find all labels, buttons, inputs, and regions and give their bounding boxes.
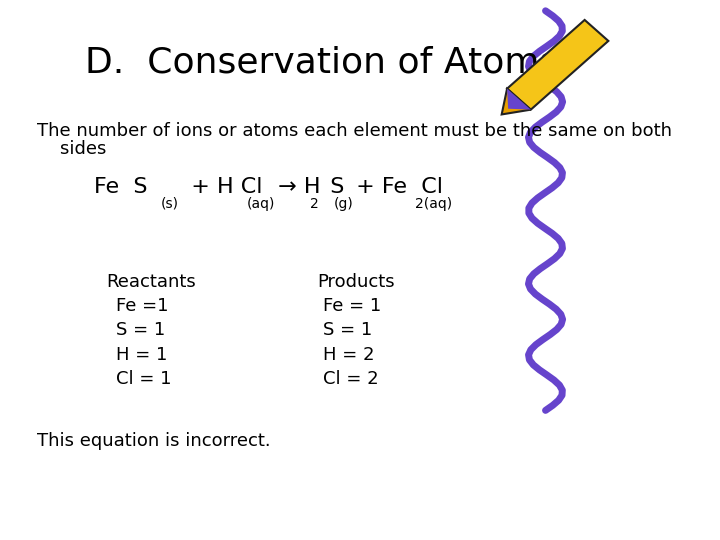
Text: Cl = 2: Cl = 2 (323, 370, 379, 388)
Text: S = 1: S = 1 (116, 321, 165, 339)
Text: → H: → H (271, 177, 320, 197)
Text: (aq): (aq) (247, 197, 275, 211)
Text: H = 2: H = 2 (323, 346, 374, 363)
Text: Cl = 1: Cl = 1 (116, 370, 171, 388)
Text: S = 1: S = 1 (323, 321, 372, 339)
Polygon shape (507, 89, 531, 110)
Text: 2(aq): 2(aq) (415, 197, 452, 211)
Text: D.  Conservation of Atoms: D. Conservation of Atoms (86, 46, 559, 80)
Text: (g): (g) (334, 197, 354, 211)
Text: This equation is incorrect.: This equation is incorrect. (37, 432, 270, 450)
Polygon shape (507, 20, 608, 110)
Text: S: S (316, 177, 344, 197)
Text: sides: sides (37, 140, 106, 158)
Text: The number of ions or atoms each element must be the same on both: The number of ions or atoms each element… (37, 122, 672, 139)
Text: Fe =1: Fe =1 (116, 297, 168, 315)
Text: (s): (s) (161, 197, 179, 211)
Text: Fe = 1: Fe = 1 (323, 297, 382, 315)
Text: Reactants: Reactants (107, 273, 197, 291)
Text: Products: Products (317, 273, 395, 291)
Text: 2: 2 (310, 197, 318, 211)
Text: H = 1: H = 1 (116, 346, 167, 363)
Text: + Fe  Cl: + Fe Cl (348, 177, 443, 197)
Polygon shape (502, 89, 531, 114)
Text: + H Cl: + H Cl (177, 177, 262, 197)
Text: Fe  S: Fe S (94, 177, 148, 197)
